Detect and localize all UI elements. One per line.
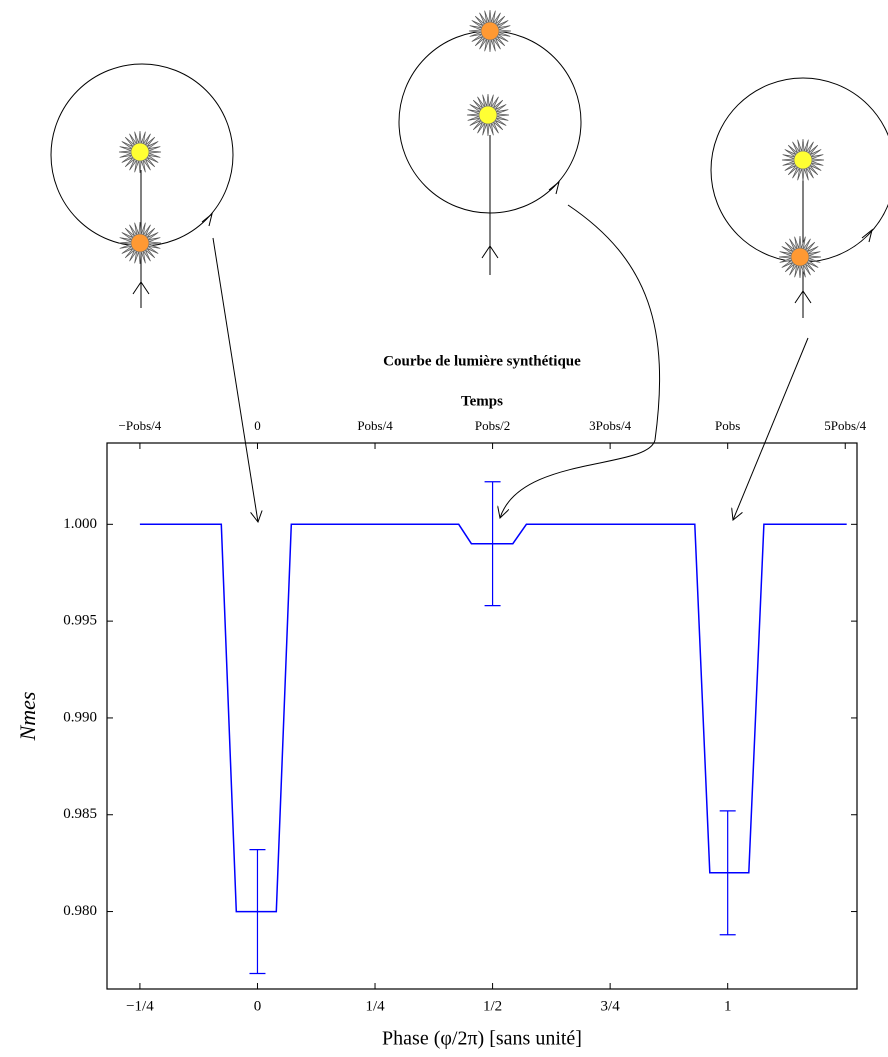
star-core (480, 21, 500, 41)
top-tick-label: 0 (254, 418, 261, 433)
data-line (139, 523, 847, 913)
arrowhead (861, 228, 873, 243)
orbit-diagrams (50, 30, 888, 522)
y-tick-label: 0.985 (63, 806, 97, 822)
star-core (793, 150, 813, 170)
y-tick-label: 0.990 (63, 709, 97, 725)
x-tick-label: 0 (254, 998, 262, 1014)
top-tick-label: −Pobs/4 (119, 418, 162, 433)
top-tick-label: Pobs (715, 418, 740, 433)
error-bar (484, 481, 501, 607)
plot-frame (106, 442, 858, 990)
y-tick-label: 0.995 (63, 613, 97, 629)
arrowhead (548, 180, 560, 195)
pointer-arrow (212, 237, 258, 522)
x-axis-label: Phase (φ/2π) [sans unité] (382, 1028, 582, 1050)
x-tick-label: 1/2 (483, 998, 502, 1014)
x-tick-label: 3/4 (601, 998, 621, 1014)
top-axis-label: Temps (461, 393, 503, 409)
pointer-arrow (500, 204, 661, 518)
pointer-arrow (733, 337, 809, 520)
arrowhead (794, 290, 812, 304)
chart-title: Courbe de lumière synthétique (383, 353, 581, 369)
top-tick-label: Pobs/2 (475, 418, 510, 433)
star-core (130, 142, 150, 162)
top-tick-label: Pobs/4 (357, 418, 393, 433)
y-tick-label: 0.980 (63, 903, 97, 919)
star-core (790, 247, 810, 267)
star-core (130, 233, 150, 253)
top-tick-label: 5Pobs/4 (824, 418, 866, 433)
x-tick-label: −1/4 (126, 998, 154, 1014)
star-core (478, 105, 498, 125)
top-tick-label: 3Pobs/4 (589, 418, 631, 433)
arrowhead (201, 212, 213, 227)
arrowhead (132, 281, 150, 295)
error-bar (719, 810, 736, 936)
x-tick-label: 1/4 (365, 998, 385, 1014)
error-bar (249, 848, 266, 975)
y-tick-label: 1.000 (63, 516, 97, 532)
arrowhead (481, 245, 499, 259)
y-axis-label: Nmes (15, 692, 40, 742)
x-tick-label: 1 (724, 998, 732, 1014)
stars (118, 9, 825, 279)
